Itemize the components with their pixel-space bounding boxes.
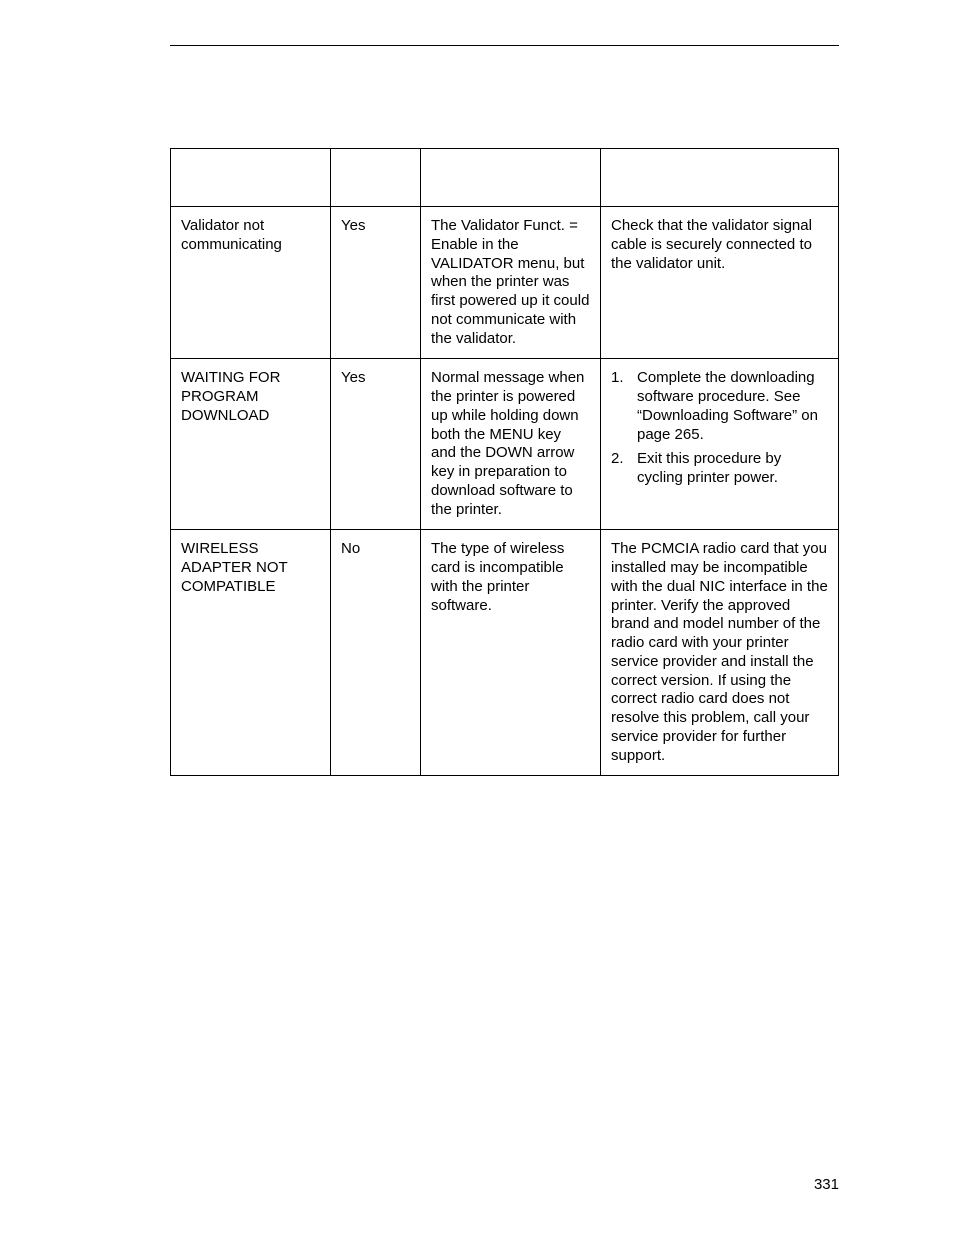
solution-list-item: Exit this procedure by cycling printer p…	[611, 450, 828, 488]
message-cell: WAITING FOR PROGRAM DOWNLOAD	[171, 359, 331, 530]
col-header-2	[331, 149, 421, 207]
message-cell: Validator not communicating	[171, 207, 331, 359]
col-header-4	[601, 149, 839, 207]
solution-cell: The PCMCIA radio card that you installed…	[601, 530, 839, 776]
table-row: WAITING FOR PROGRAM DOWNLOADYesNormal me…	[171, 359, 839, 530]
solution-list-item: Complete the downloading software proced…	[611, 369, 828, 444]
fault-table: Validator not communicatingYesThe Valida…	[170, 148, 839, 776]
table-header-row	[171, 149, 839, 207]
table-row: Validator not communicatingYesThe Valida…	[171, 207, 839, 359]
top-rule	[170, 45, 839, 46]
explanation-cell: The Validator Funct. = Enable in the VAL…	[421, 207, 601, 359]
recover-cell: Yes	[331, 359, 421, 530]
solution-list: Complete the downloading software proced…	[611, 369, 828, 488]
explanation-cell: The type of wireless card is incompatibl…	[421, 530, 601, 776]
table-body: Validator not communicatingYesThe Valida…	[171, 207, 839, 776]
solution-cell: Complete the downloading software proced…	[601, 359, 839, 530]
solution-cell: Check that the validator signal cable is…	[601, 207, 839, 359]
recover-cell: No	[331, 530, 421, 776]
explanation-cell: Normal message when the printer is power…	[421, 359, 601, 530]
col-header-1	[171, 149, 331, 207]
page-number: 331	[814, 1176, 839, 1193]
message-cell: WIRELESS ADAPTER NOT COMPATIBLE	[171, 530, 331, 776]
col-header-3	[421, 149, 601, 207]
page: Validator not communicatingYesThe Valida…	[0, 0, 954, 1235]
recover-cell: Yes	[331, 207, 421, 359]
table-row: WIRELESS ADAPTER NOT COMPATIBLENoThe typ…	[171, 530, 839, 776]
